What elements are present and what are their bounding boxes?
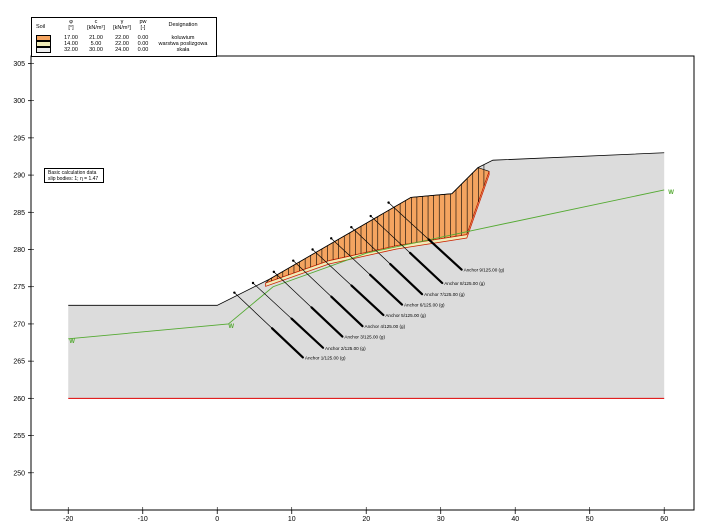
legend-swatch-slip-layer — [36, 41, 51, 47]
legend-row-phi: 14.00 — [64, 40, 78, 47]
legend-row-pw: 0.00 — [137, 46, 149, 53]
anchor-label: Anchor 8/125.00 (g) — [444, 281, 485, 286]
anchor-head — [233, 291, 236, 294]
legend-row-c: 5.00 — [90, 40, 102, 47]
anchor-root — [330, 295, 364, 328]
y-tick-label: 275 — [13, 284, 25, 291]
anchor-root — [389, 262, 424, 296]
y-tick-label: 250 — [13, 470, 25, 477]
anchor-head — [330, 237, 333, 240]
legend-swatch-rock — [36, 47, 51, 53]
anchor-label: Anchor 7/125.00 (g) — [424, 292, 465, 297]
legend-row-designation: skała — [176, 46, 190, 53]
legend-row-gamma: 22.00 — [115, 40, 129, 47]
anchor-head — [369, 214, 372, 218]
y-tick-label: 295 — [13, 135, 25, 142]
anchor-head — [387, 201, 390, 204]
x-tick-label: 40 — [511, 516, 519, 521]
anchor-root — [408, 251, 444, 285]
legend-header-c-symbol: c — [94, 19, 98, 25]
y-tick-label: 260 — [13, 396, 25, 403]
anchor-head — [311, 248, 314, 251]
anchor-label: Anchor 4/125.00 (g) — [365, 324, 406, 329]
y-tick-label: 280 — [13, 247, 25, 254]
slip-layer-band — [265, 171, 490, 287]
legend-row-gamma: 24.00 — [115, 46, 129, 53]
anchor-head — [292, 259, 295, 262]
calculation-info-box: Basic calculation data slip bodies: 1; η… — [44, 168, 104, 183]
legend-header-soil: Soil — [36, 24, 46, 30]
anchor-label: Anchor 3/125.00 (g) — [344, 335, 385, 340]
legend-header-phi-unit: [°] — [68, 25, 74, 31]
x-tick-label: -20 — [63, 516, 73, 521]
legend-header-pw-unit: [-] — [140, 25, 146, 31]
anchor-label: Anchor 5/125.00 (g) — [385, 313, 426, 318]
calc-info-line-2: slip bodies: 1; η = 1.47 — [48, 176, 99, 182]
x-tick-label: 20 — [362, 516, 370, 521]
y-tick-label: 290 — [13, 173, 25, 180]
legend-row-phi: 17.00 — [64, 34, 78, 41]
anchor-root — [427, 238, 463, 271]
y-tick-label: 300 — [13, 98, 25, 105]
anchor-head — [350, 225, 353, 229]
x-tick-label: 60 — [660, 516, 668, 521]
x-tick-label: -10 — [138, 516, 148, 521]
anchor-label: Anchor 2/125.00 (g) — [325, 346, 366, 351]
legend-header-c-unit: [kN/m²] — [87, 25, 105, 31]
y-tick-label: 255 — [13, 433, 25, 440]
legend-row-pw: 0.00 — [137, 34, 149, 41]
anchor-label: Anchor 1/125.00 (g) — [305, 355, 346, 360]
terrain-surface-line — [68, 152, 665, 306]
legend-row-pw: 0.00 — [137, 40, 149, 47]
y-tick-label: 285 — [13, 210, 25, 217]
anchor-root — [350, 284, 385, 317]
calc-info-line-1: Basic calculation data — [48, 170, 97, 176]
legend-row-gamma: 22.00 — [115, 34, 129, 41]
groundwater-label: W — [668, 190, 674, 196]
legend-header-gamma-unit: [kN/m³] — [113, 25, 131, 31]
x-tick-label: 10 — [288, 516, 296, 521]
groundwater-label: W — [228, 324, 234, 330]
legend-swatch-colluvium — [36, 35, 51, 41]
x-tick-label: 0 — [215, 516, 219, 521]
anchor-root — [310, 306, 344, 338]
anchor-root — [270, 327, 305, 359]
anchor-root — [369, 273, 404, 306]
anchor-head — [251, 281, 255, 285]
groundwater-line — [68, 189, 665, 340]
groundwater-label: W — [69, 339, 75, 345]
legend-row-designation: warstwa poslizgowa — [158, 40, 208, 47]
legend-header-gamma-symbol: γ — [120, 19, 124, 25]
x-tick-label: 50 — [586, 516, 594, 521]
anchor-root — [290, 317, 325, 349]
legend-header-pw-symbol: pw — [139, 19, 147, 25]
legend-header-phi-symbol: φ — [69, 19, 73, 25]
anchor-head — [272, 270, 276, 274]
legend-header-designation: Designation — [168, 22, 198, 28]
y-tick-label: 270 — [13, 321, 25, 328]
legend-row-designation: koluwium — [171, 34, 195, 41]
rock-body — [68, 152, 665, 399]
anchor-label: Anchor 9/125.00 (g) — [464, 268, 505, 273]
y-tick-label: 265 — [13, 359, 25, 366]
legend-row-phi: 32.00 — [64, 46, 78, 53]
anchor-label: Anchor 6/125.00 (g) — [404, 303, 445, 308]
legend-row-c: 21.00 — [89, 34, 103, 41]
y-tick-label: 305 — [13, 61, 25, 68]
soil-legend-table: Soil φ [°] c [kN/m²] γ [kN/m³] pw [-] De… — [31, 17, 217, 57]
legend-row-c: 30.00 — [89, 46, 103, 53]
x-tick-label: 30 — [437, 516, 445, 521]
